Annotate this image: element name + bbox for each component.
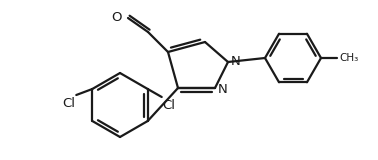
Text: Cl: Cl bbox=[62, 97, 75, 110]
Text: N: N bbox=[218, 83, 228, 96]
Text: Cl: Cl bbox=[163, 99, 176, 112]
Text: CH₃: CH₃ bbox=[339, 53, 358, 63]
Text: N: N bbox=[231, 55, 241, 68]
Text: O: O bbox=[112, 11, 122, 24]
